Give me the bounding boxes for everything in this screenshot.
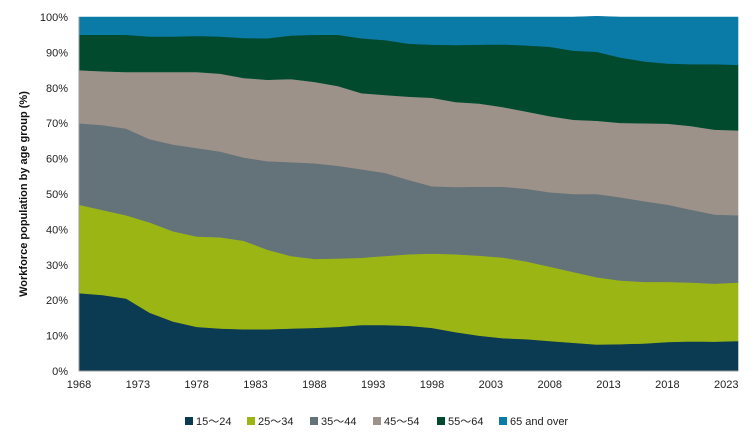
axes xyxy=(78,17,738,372)
legend-label: 55〜64 xyxy=(448,416,483,428)
x-tick-label: 2023 xyxy=(714,379,738,391)
legend-label: 45〜54 xyxy=(384,416,419,428)
x-tick-label: 1988 xyxy=(302,379,326,391)
legend-item: 55〜64 xyxy=(437,416,483,428)
y-tick-label: 10% xyxy=(46,331,68,343)
y-tick-label: 50% xyxy=(46,189,68,201)
x-tick-label: 2018 xyxy=(655,379,679,391)
legend-item: 25〜34 xyxy=(247,416,293,428)
legend-label: 65 and over xyxy=(510,416,568,428)
legend-swatch xyxy=(185,417,193,425)
y-tick-label: 80% xyxy=(46,83,68,95)
y-tick-label: 20% xyxy=(46,295,68,307)
legend-swatch xyxy=(310,417,318,425)
legend-swatch xyxy=(437,417,445,425)
y-tick-labels: 0% 10% 20% 30% 40% 50% 60% 70% 80% 90% 100% xyxy=(40,12,68,378)
area-layers xyxy=(78,15,739,372)
x-tick-label: 1968 xyxy=(67,379,91,391)
legend-item: 65 and over xyxy=(499,416,568,428)
legend-item: 15〜24 xyxy=(185,416,231,428)
legend-swatch xyxy=(247,417,255,425)
x-tick-label: 2003 xyxy=(479,379,503,391)
x-tick-label: 2013 xyxy=(596,379,620,391)
legend-label: 15〜24 xyxy=(196,416,231,428)
legend-swatch xyxy=(373,417,381,425)
x-tick-label: 1983 xyxy=(243,379,267,391)
x-tick-labels: 1968 1973 1978 1983 1988 1993 1998 2003 2008 2013… xyxy=(67,379,739,391)
x-tick-label: 1973 xyxy=(126,379,150,391)
y-tick-label: 70% xyxy=(46,118,68,130)
x-tick-label: 1993 xyxy=(361,379,385,391)
y-tick-label: 60% xyxy=(46,154,68,166)
y-axis-label: Workforce population by age group (%) xyxy=(18,91,30,297)
y-tick-label: 0% xyxy=(52,366,68,378)
y-tick-label: 40% xyxy=(46,224,68,236)
legend-item: 35〜44 xyxy=(310,416,356,428)
legend-label: 25〜34 xyxy=(258,416,293,428)
y-tick-label: 100% xyxy=(40,12,68,24)
area-series-6 xyxy=(78,15,739,66)
legend-item: 45〜54 xyxy=(373,416,419,428)
legend-swatch xyxy=(499,417,507,425)
x-tick-label: 1998 xyxy=(420,379,444,391)
y-tick-label: 90% xyxy=(46,47,68,59)
y-tick-label: 30% xyxy=(46,260,68,272)
x-tick-label: 2008 xyxy=(537,379,561,391)
legend: 15〜24 25〜34 35〜44 45〜54 55〜64 65 and over xyxy=(185,416,568,428)
x-tick-label: 1978 xyxy=(184,379,208,391)
legend-label: 35〜44 xyxy=(321,416,356,428)
